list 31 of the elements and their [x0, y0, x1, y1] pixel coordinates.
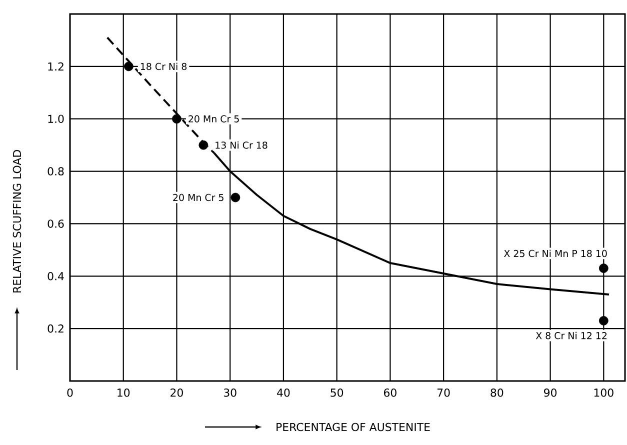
- y-axis-title: RELATIVE SCUFFING LOAD: [12, 150, 22, 292]
- x-tick-label: 40: [277, 388, 290, 397]
- x-tick-label: 20: [170, 388, 183, 397]
- x-tick-label: 30: [224, 388, 236, 397]
- point: [124, 62, 134, 72]
- x-tick-label: 10: [118, 388, 130, 397]
- x-tick-label: 80: [490, 388, 504, 397]
- annotation: X 25 Cr Ni Mn P 18 10: [504, 250, 607, 258]
- x-tick-label: 50: [330, 388, 344, 397]
- y-tick-label: 1.0: [48, 114, 64, 123]
- point: [598, 264, 608, 273]
- x-axis-title: PERCENTAGE OF AUSTENITE: [276, 422, 430, 432]
- point: [598, 316, 608, 326]
- y-tick-label: 0.8: [48, 167, 64, 176]
- x-tick-label: 70: [437, 388, 450, 397]
- annotation: 20 Mn Cr 5: [173, 194, 224, 202]
- point: [230, 192, 240, 202]
- y-tick-label: 0.4: [48, 272, 64, 280]
- point: [198, 140, 208, 150]
- annotation: 18 Cr Ni 8: [140, 62, 187, 70]
- annotation: X 8 Cr Ni 12 12: [536, 332, 607, 340]
- annotation: 13 Ni Cr 18: [216, 141, 268, 149]
- point: [172, 114, 182, 124]
- y-tick-label: 0.6: [48, 220, 64, 228]
- y-tick-label: 1.2: [48, 62, 64, 70]
- y-tick-label: 0.2: [48, 324, 64, 333]
- annotation: 20 Mn Cr 5: [188, 115, 239, 122]
- x-tick-label: 0: [67, 388, 73, 397]
- x-tick-label: 60: [384, 388, 396, 397]
- x-tick-label: 90: [544, 388, 557, 397]
- x-tick-label: 100: [594, 388, 614, 397]
